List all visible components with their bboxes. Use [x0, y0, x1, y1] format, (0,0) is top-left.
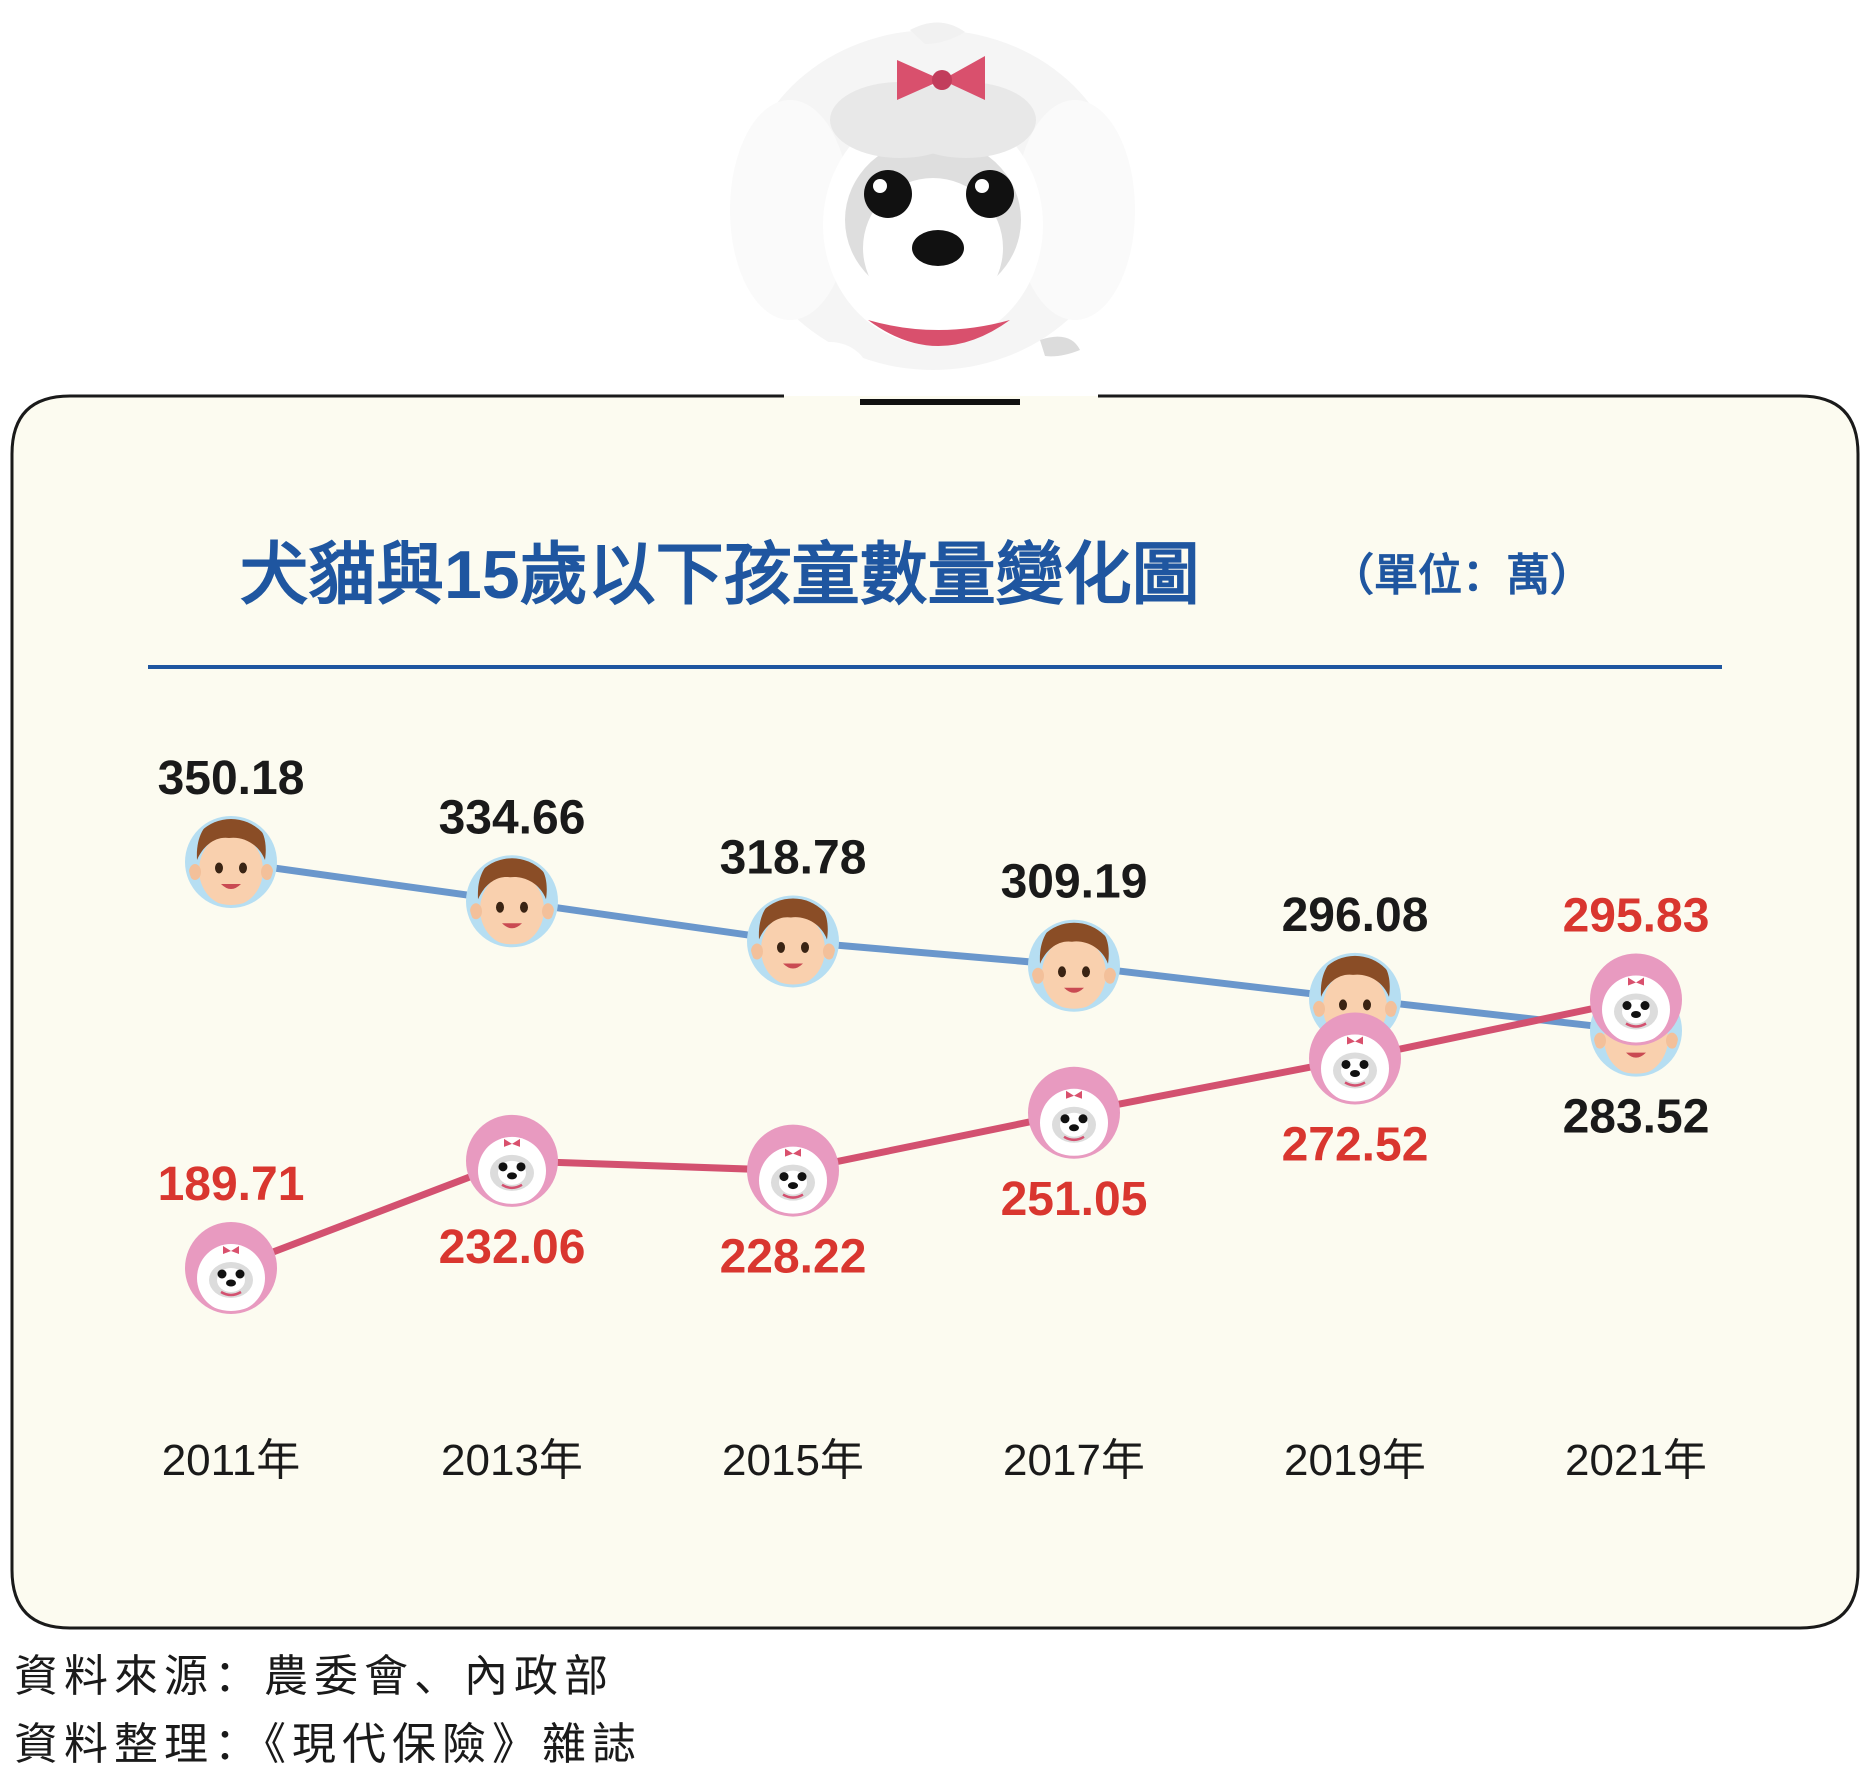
data-label: 309.19: [1001, 856, 1148, 909]
x-tick-label: 2017年: [1003, 1436, 1145, 1485]
dog-face-icon: [1309, 1012, 1401, 1104]
dog-face-icon: [466, 1115, 558, 1207]
series-line-1: [230, 858, 1637, 1035]
data-label: 318.78: [720, 831, 867, 884]
data-label: 189.71: [158, 1158, 305, 1211]
data-label: 232.06: [439, 1221, 586, 1274]
data-label: 228.22: [720, 1231, 867, 1284]
x-tick-label: 2015年: [722, 1436, 864, 1485]
data-label: 350.18: [158, 752, 305, 805]
data-label: 283.52: [1563, 1091, 1710, 1144]
x-tick-label: 2019年: [1284, 1436, 1426, 1485]
data-label: 334.66: [439, 791, 586, 844]
x-tick-label: 2011年: [162, 1436, 301, 1485]
x-tick-label: 2021年: [1565, 1436, 1707, 1485]
compiler-note: 資料整理：《現代保險》雜誌: [14, 1719, 642, 1770]
chart-unit-note: （單位：萬）: [1330, 551, 1594, 600]
dog-face-icon: [747, 1125, 839, 1217]
chart-panel: [10, 394, 1860, 1630]
data-label: 251.05: [1001, 1173, 1148, 1226]
data-label: 295.83: [1563, 890, 1710, 943]
data-label: 296.08: [1282, 889, 1429, 942]
chart-title: 犬貓與15歲以下孩童數量變化圖: [240, 537, 1200, 613]
data-label: 272.52: [1282, 1118, 1429, 1171]
source-note: 資料來源：農委會、內政部: [14, 1651, 614, 1702]
dog-face-icon: [1028, 1067, 1120, 1159]
dog-face-icon: [185, 1222, 277, 1314]
dog-mascot-illustration: [730, 22, 1135, 429]
x-tick-label: 2013年: [441, 1436, 583, 1485]
series-line-2: [229, 996, 1637, 1272]
dog-face-icon: [1590, 954, 1682, 1046]
